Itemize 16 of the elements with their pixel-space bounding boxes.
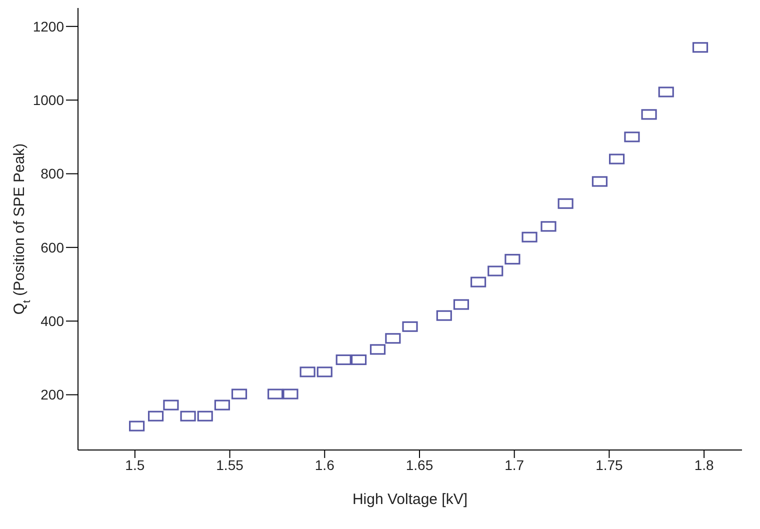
x-tick-label: 1.7: [504, 456, 524, 473]
x-tick-label: 1.75: [596, 456, 624, 473]
y-tick-label: 200: [40, 386, 64, 403]
point: [504, 254, 520, 265]
x-tick-label: 1.55: [216, 456, 244, 473]
y-tick-label: 1000: [32, 92, 64, 108]
x-tick-label: 1.6: [314, 456, 335, 473]
point: [336, 354, 352, 366]
y-tick-label: 400: [40, 313, 64, 330]
x-tick-label: 1.8: [694, 456, 714, 473]
y-tick-label: 800: [40, 166, 64, 182]
x-axis-title: High Voltage [kV]: [352, 491, 468, 508]
x-tick-label: 1.65: [406, 456, 434, 473]
y-tick-label: 1200: [32, 18, 64, 34]
x-tick-label: 1.5: [125, 456, 145, 473]
y-tick-label: 600: [40, 239, 64, 256]
